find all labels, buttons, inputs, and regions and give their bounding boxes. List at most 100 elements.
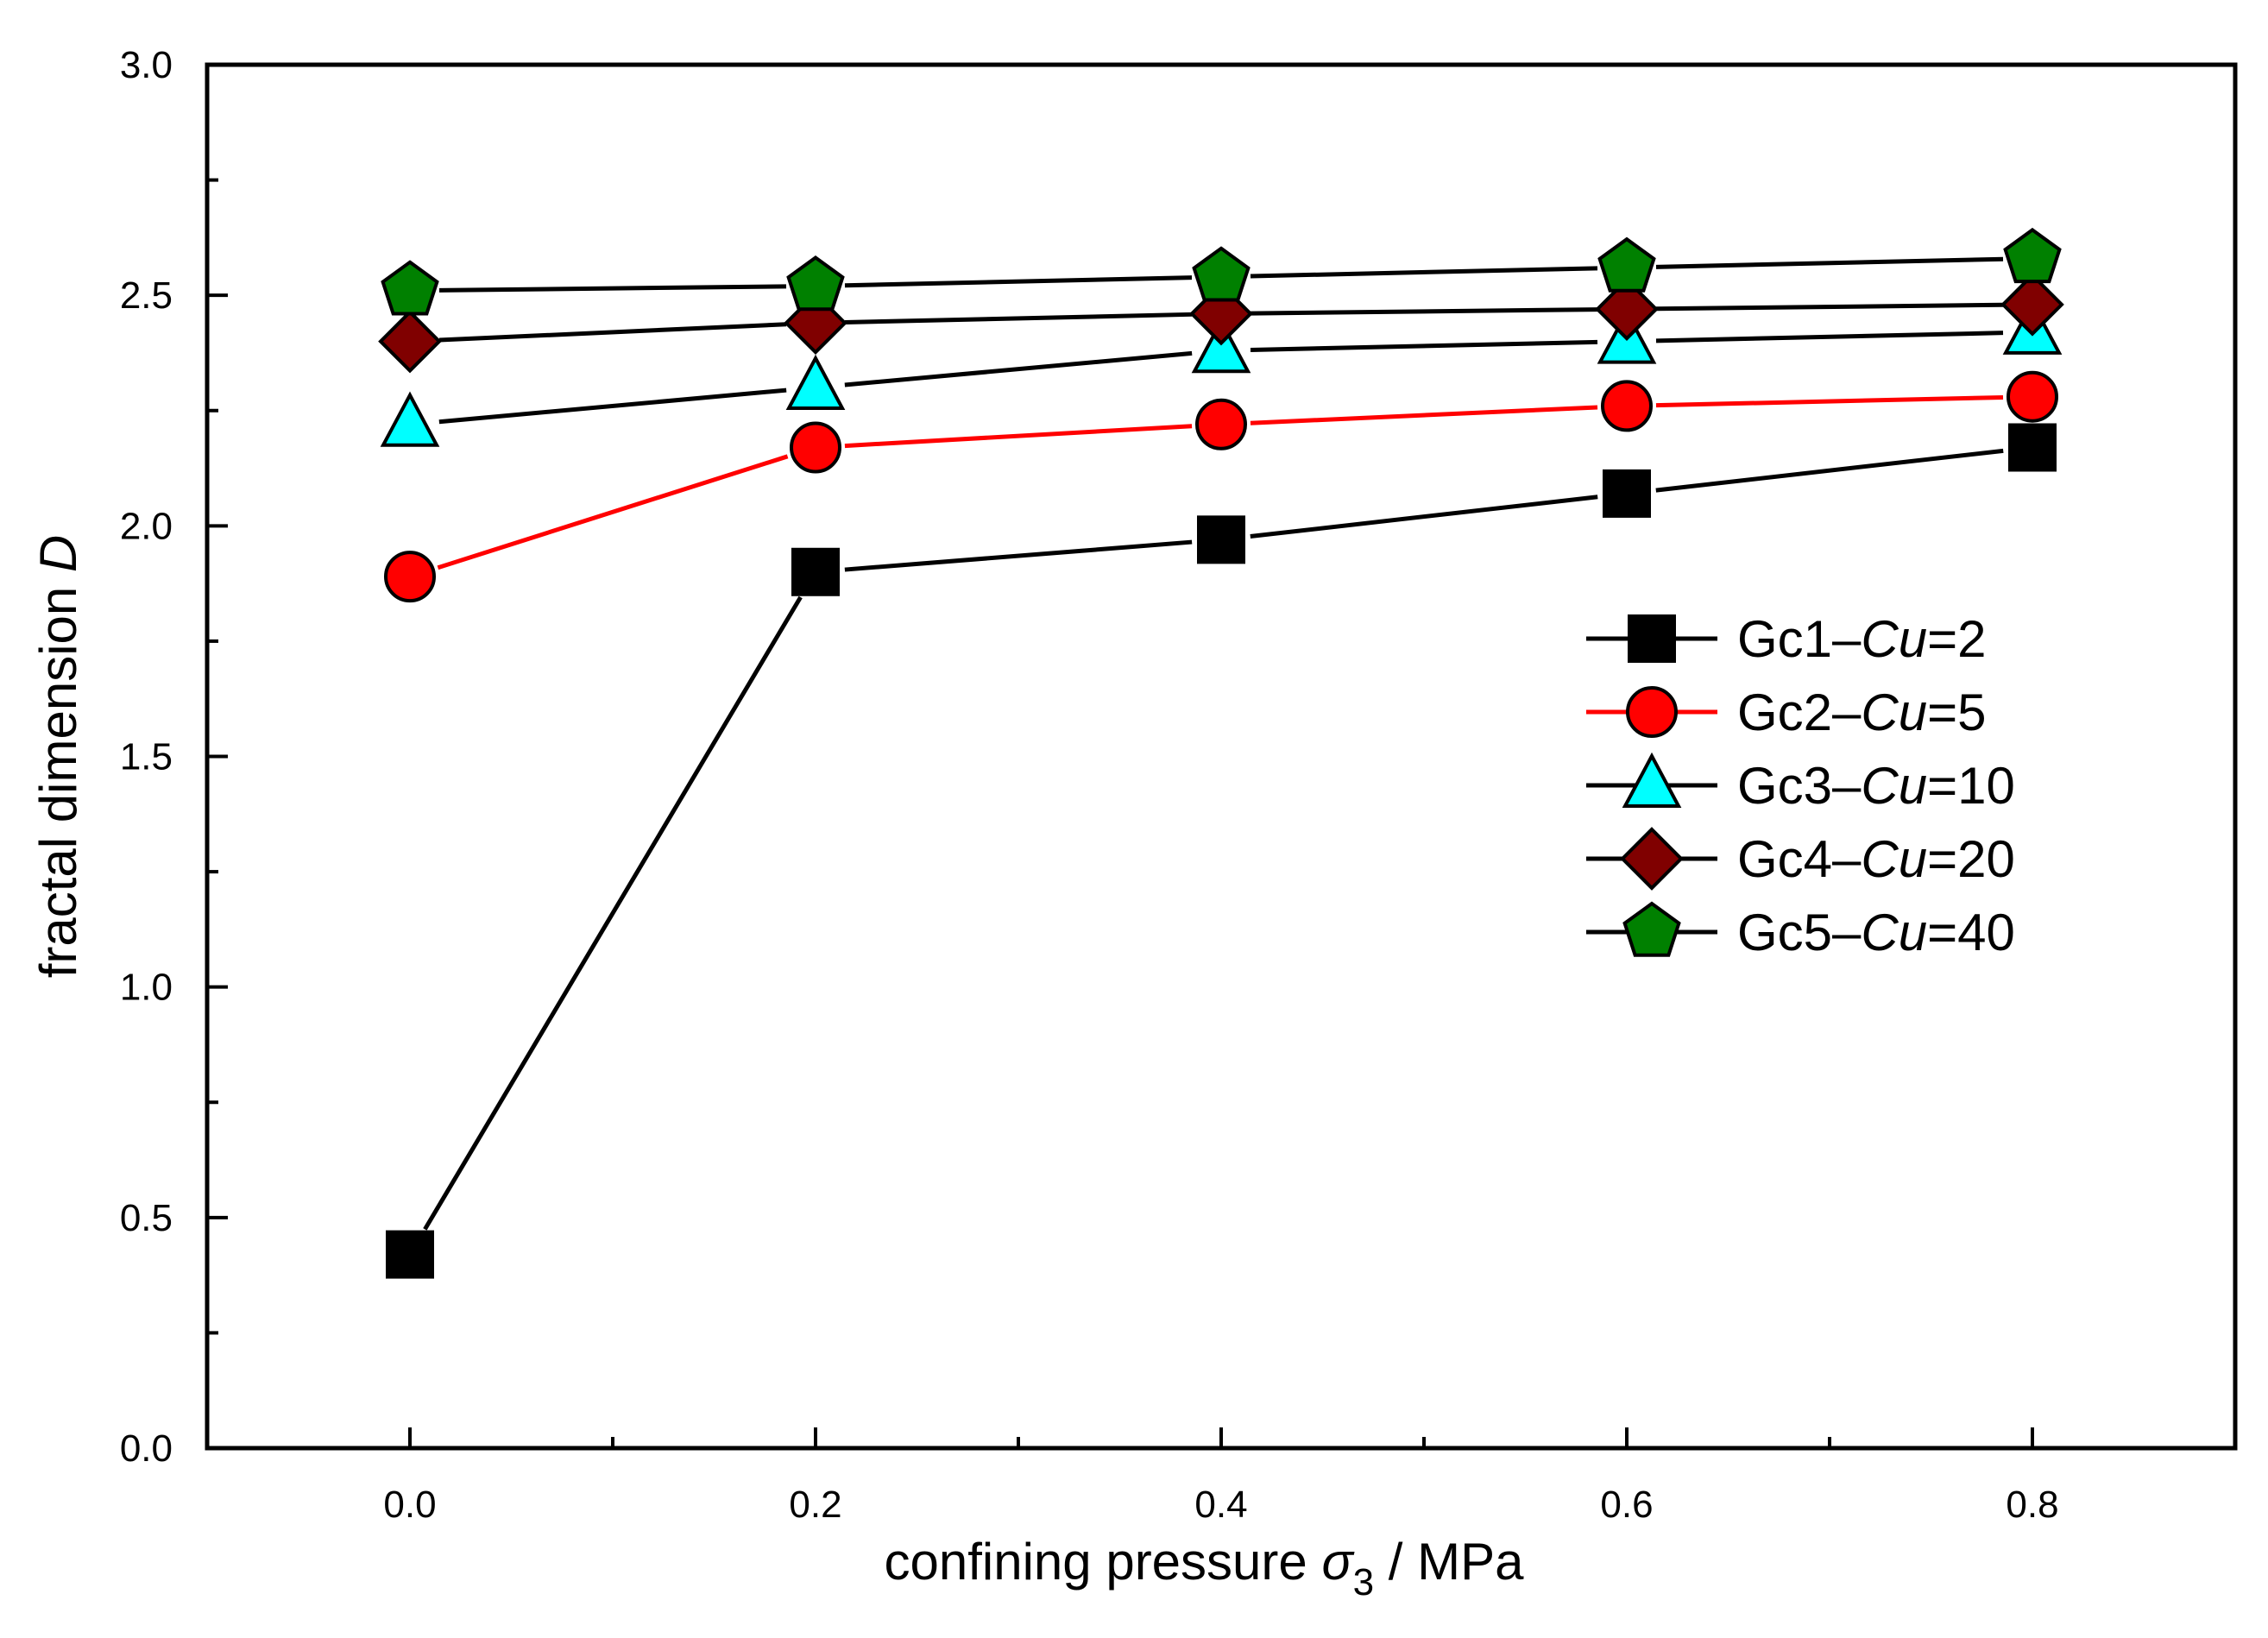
y-tick-label: 3.0 [120, 44, 173, 86]
series-line-segment [1655, 256, 2004, 269]
series-line-segment [1250, 266, 1598, 279]
data-point-gc5 [786, 255, 845, 312]
series-line-segment [438, 284, 787, 293]
legend-marker-circle [1626, 686, 1678, 738]
legend-label: Gc5–Cu=40 [1737, 904, 2015, 961]
legend-item-gc4: Gc4–Cu=20 [1586, 827, 2015, 891]
legend-dash: – [1832, 684, 1862, 741]
legend-item-gc2: Gc2–Cu=5 [1586, 684, 1987, 741]
data-point-gc2 [1601, 380, 1653, 432]
series-line-segment [1655, 331, 2004, 343]
series-line-segment [1655, 302, 2004, 312]
legend: Gc1–Cu=2Gc2–Cu=5Gc3–Cu=10Gc4–Cu=20Gc5–Cu… [1586, 610, 2015, 961]
series-line-segment [1250, 307, 1598, 316]
data-point-gc3 [380, 391, 440, 447]
legend-item-gc5: Gc5–Cu=40 [1586, 901, 2015, 961]
series-line-segment [844, 424, 1193, 449]
data-point-gc3 [1191, 318, 1251, 374]
data-point-gc5 [381, 260, 439, 316]
legend-series-name: Gc3 [1737, 757, 1832, 815]
data-point-gc2 [790, 421, 841, 474]
data-point-gc1 [2008, 423, 2057, 472]
y-tick-label: 2.0 [120, 505, 173, 547]
legend-cu-value: =40 [1927, 904, 2015, 961]
legend-series-name: Gc4 [1737, 830, 1832, 888]
legend-cu-symbol: Cu [1861, 830, 1927, 888]
legend-marker-triangle [1622, 752, 1682, 808]
plot-area-frame [205, 62, 2238, 1451]
y-tick-label: 0.5 [120, 1197, 173, 1239]
x-axis-title-text: confining pressure [884, 1533, 1321, 1591]
y-tick-label: 2.5 [120, 274, 173, 317]
series-line-segment [438, 322, 787, 343]
y-tick-label: 1.0 [120, 967, 173, 1009]
data-point-gc2 [1195, 398, 1247, 450]
legend-cu-symbol: Cu [1861, 904, 1927, 961]
series-line-segment [1250, 405, 1598, 425]
y-axis-symbol: D [29, 535, 87, 572]
legend-cu-value: =2 [1927, 610, 1986, 668]
x-tick-label: 0.2 [789, 1484, 841, 1526]
legend-marker-diamond [1620, 827, 1684, 891]
series-gc2 [384, 370, 2058, 603]
data-point-gc5 [1192, 246, 1251, 302]
legend-label: Gc1–Cu=2 [1737, 610, 1987, 668]
x-axis-sigma-symbol: σ [1321, 1533, 1355, 1591]
legend-cu-value: =20 [1927, 830, 2015, 888]
x-axis-unit: / MPa [1374, 1533, 1524, 1591]
legend-cu-value: =10 [1927, 757, 2015, 815]
data-point-gc3 [785, 354, 846, 411]
series-line-segment [1655, 448, 2004, 493]
data-point-gc1 [1603, 469, 1651, 518]
series-line-segment [1250, 495, 1598, 539]
series-line-segment [844, 275, 1193, 288]
series-line-segment [844, 539, 1193, 572]
x-tick-label: 0.0 [383, 1484, 436, 1526]
series-gc5 [381, 227, 2062, 316]
series-line-segment [1250, 339, 1598, 353]
legend-dash: – [1832, 610, 1862, 668]
data-series [378, 227, 2064, 1279]
data-point-gc4 [2000, 273, 2064, 337]
series-line-segment [437, 454, 789, 570]
y-tick-label: 0.0 [120, 1427, 173, 1470]
legend-dash: – [1832, 904, 1862, 961]
legend-marker-pentagon [1622, 901, 1681, 957]
legend-label: Gc3–Cu=10 [1737, 757, 2015, 815]
legend-dash: – [1832, 757, 1862, 815]
y-axis-title: fractal dimension D [29, 535, 87, 979]
data-point-gc4 [1595, 277, 1659, 342]
x-tick-label: 0.4 [1194, 1484, 1247, 1526]
data-point-gc1 [1197, 515, 1245, 564]
series-line-segment [844, 312, 1193, 324]
legend-series-name: Gc5 [1737, 904, 1832, 961]
data-point-gc5 [2003, 227, 2062, 284]
legend-dash: – [1832, 830, 1862, 888]
data-point-gc5 [1597, 236, 1656, 293]
y-axis-title-text: fractal dimension [29, 572, 87, 978]
legend-series-name: Gc2 [1737, 684, 1832, 741]
legend-cu-value: =5 [1927, 684, 1986, 741]
legend-label: Gc4–Cu=20 [1737, 830, 2015, 888]
legend-cu-symbol: Cu [1861, 757, 1927, 815]
legend-label: Gc2–Cu=5 [1737, 684, 1987, 741]
data-point-gc2 [2007, 370, 2058, 423]
x-tick-label: 0.8 [2006, 1484, 2058, 1526]
series-gc3 [380, 299, 2063, 447]
x-tick-label: 0.6 [1600, 1484, 1653, 1526]
series-line-segment [438, 387, 787, 425]
legend-item-gc1: Gc1–Cu=2 [1586, 610, 1987, 668]
legend-cu-symbol: Cu [1861, 684, 1927, 741]
y-tick-label: 1.5 [120, 736, 173, 778]
legend-series-name: Gc1 [1737, 610, 1832, 668]
axis-tick-labels: 0.0 0.2 0.4 0.6 0.8 0.0 0.5 1.0 1.5 2.0 2.5 3.0 [120, 44, 2059, 1526]
series-line-segment [423, 595, 803, 1231]
data-point-gc4 [378, 309, 442, 374]
data-point-gc1 [791, 547, 840, 596]
x-axis-subscript: 3 [1353, 1561, 1374, 1603]
data-point-gc2 [384, 551, 436, 603]
series-line-segment [844, 350, 1193, 387]
series-gc1 [386, 423, 2057, 1279]
legend-cu-symbol: Cu [1861, 610, 1927, 668]
